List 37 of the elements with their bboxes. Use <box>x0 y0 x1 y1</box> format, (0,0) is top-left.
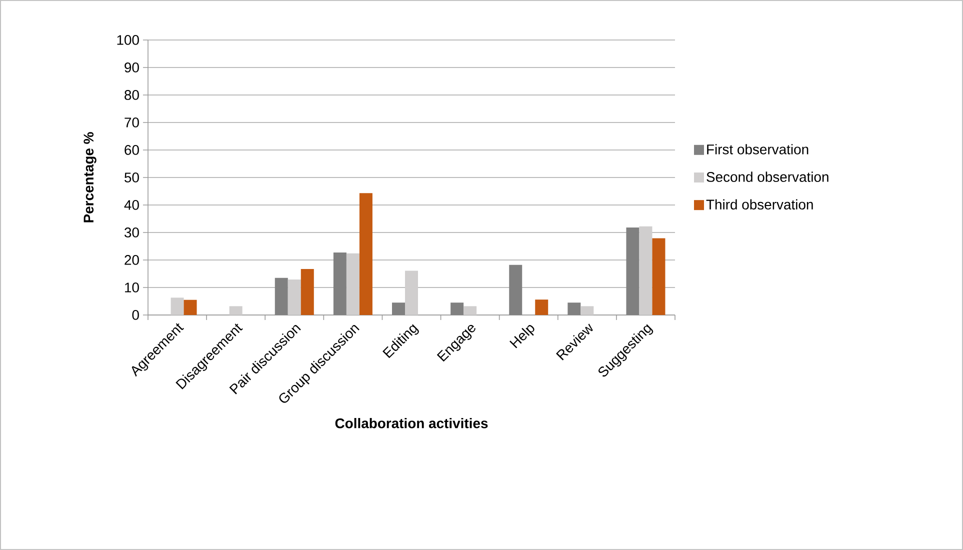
y-tick-label: 60 <box>124 145 139 155</box>
bar <box>580 306 594 315</box>
y-tick-label: 50 <box>124 172 139 182</box>
y-tick-label: 30 <box>124 228 139 238</box>
bar <box>392 302 406 315</box>
y-tick-label: 90 <box>124 62 139 72</box>
bar <box>639 226 652 315</box>
y-tick-label: 0 <box>132 310 139 320</box>
y-axis-title: Percentage % <box>84 132 96 222</box>
y-tick-label: 10 <box>125 282 139 292</box>
x-axis-title: Collaboration activities <box>335 418 488 428</box>
legend-label: Third observation <box>706 199 813 210</box>
bar <box>346 253 360 315</box>
bar <box>464 306 477 315</box>
bar <box>170 298 184 315</box>
bar <box>652 238 666 315</box>
bar <box>333 252 346 315</box>
bar <box>405 270 418 315</box>
y-tick-label: 80 <box>124 90 139 100</box>
y-tick-label: 100 <box>117 35 139 45</box>
bar <box>509 264 522 315</box>
bar <box>626 228 640 315</box>
bar <box>300 269 314 315</box>
bar <box>359 193 372 315</box>
legend-label: Second observation <box>706 172 828 182</box>
bar <box>568 302 581 315</box>
bar <box>274 278 288 315</box>
bar <box>450 302 464 315</box>
bar <box>288 280 301 315</box>
bar <box>229 306 242 315</box>
legend-label: First observation <box>707 144 808 154</box>
bar <box>184 300 197 315</box>
y-tick-label: 70 <box>124 118 139 128</box>
bar <box>535 300 548 315</box>
y-tick-label: 20 <box>124 255 139 265</box>
y-tick-label: 40 <box>124 200 139 210</box>
x-tick-label: Help <box>510 325 534 348</box>
